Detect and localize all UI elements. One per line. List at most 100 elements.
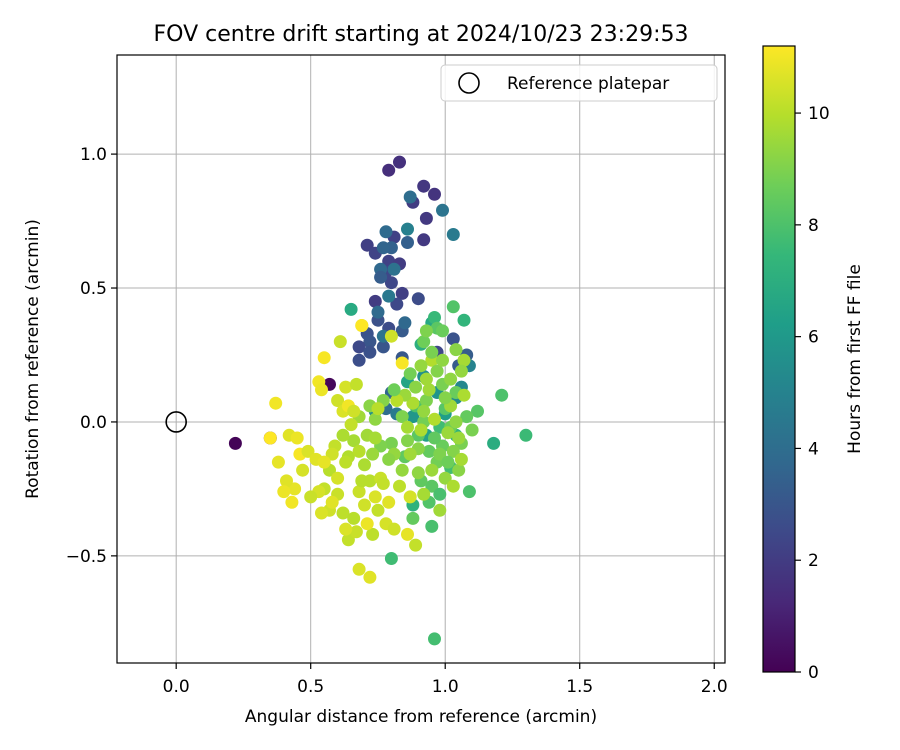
scatter-point <box>462 485 476 499</box>
colorbar-tick-label: 0 <box>808 663 819 683</box>
scatter-point <box>425 463 439 477</box>
colorbar-tick-label: 8 <box>808 216 819 236</box>
scatter-point <box>465 423 479 437</box>
scatter-point <box>428 187 441 201</box>
scatter-point <box>406 410 420 424</box>
scatter-point <box>349 525 363 539</box>
scatter-point <box>401 236 414 249</box>
scatter-point <box>430 364 444 378</box>
scatter-point <box>352 562 366 576</box>
scatter-point <box>360 517 374 531</box>
scatter-point <box>401 222 414 236</box>
scatter-point <box>368 412 382 426</box>
legend: Reference platepar <box>440 64 718 102</box>
scatter-point <box>441 426 455 440</box>
scatter-point <box>376 241 390 255</box>
scatter-point <box>368 431 382 445</box>
scatter-point <box>352 340 366 354</box>
scatter-point <box>355 474 369 488</box>
scatter-point <box>382 452 396 466</box>
scatter-point <box>387 522 401 536</box>
scatter-point <box>384 552 398 565</box>
colorbar <box>762 45 796 673</box>
legend-box <box>440 64 718 102</box>
scatter-point <box>344 418 358 432</box>
scatter-point <box>269 396 283 410</box>
scatter-point <box>428 632 441 646</box>
chart-title: FOV centre drift starting at 2024/10/23 … <box>154 22 689 47</box>
scatter-point <box>358 458 371 472</box>
scatter-point <box>393 479 406 493</box>
scatter-point <box>454 364 468 378</box>
legend-label: Reference platepar <box>507 74 669 94</box>
scatter-point <box>433 487 447 501</box>
scatter-point <box>390 394 404 407</box>
scatter-point <box>358 498 371 512</box>
x-axis-label: Angular distance from reference (arcmin) <box>245 707 597 727</box>
scatter-point <box>419 394 433 407</box>
scatter-point <box>425 479 439 493</box>
y-axis-ticks: 1.0 0.5 0.0 −0.5 <box>66 145 117 567</box>
scatter-point <box>371 305 385 319</box>
scatter-point <box>419 211 433 225</box>
scatter-point <box>411 466 425 480</box>
scatter-point <box>271 455 285 469</box>
y-tick-label: 1.0 <box>80 145 107 165</box>
scatter-point <box>280 474 293 488</box>
scatter-point <box>363 570 377 584</box>
scatter-point <box>263 431 277 445</box>
scatter-point <box>417 404 431 418</box>
scatter-point <box>406 396 420 410</box>
x-tick-label: 1.5 <box>566 677 593 697</box>
scatter-point <box>363 335 377 349</box>
x-axis-ticks: 0.0 0.5 1.0 1.5 2.0 <box>163 663 728 697</box>
scatter-point <box>376 340 390 354</box>
scatter-point <box>452 431 466 445</box>
scatter-point <box>384 276 398 290</box>
colorbar-tick-label: 2 <box>808 551 819 571</box>
scatter-point <box>352 485 366 499</box>
scatter-point <box>304 490 318 504</box>
scatter-point <box>417 335 431 349</box>
scatter-point <box>371 402 385 416</box>
x-tick-label: 0.5 <box>297 677 324 697</box>
scatter-point <box>401 420 414 434</box>
scatter-point <box>417 179 431 193</box>
scatter-point <box>376 477 390 490</box>
scatter-point <box>317 351 331 365</box>
scatter-point <box>495 388 509 402</box>
scatter-point <box>460 410 474 424</box>
scatter-point <box>395 463 409 477</box>
x-tick-label: 1.0 <box>432 677 459 697</box>
scatter-point <box>339 522 353 536</box>
scatter-point <box>366 527 380 541</box>
scatter-point <box>487 436 501 450</box>
y-axis-label: Rotation from reference (arcmin) <box>23 219 43 499</box>
scatter-point <box>519 428 533 442</box>
scatter-points <box>228 155 533 646</box>
scatter-point <box>288 482 302 496</box>
scatter-point <box>290 431 304 445</box>
scatter-point <box>428 431 441 445</box>
scatter-point <box>422 383 436 397</box>
scatter-point <box>352 444 366 458</box>
colorbar-tick-label: 10 <box>808 104 830 124</box>
colorbar-label: Hours from first FF file <box>845 264 865 454</box>
scatter-point <box>419 324 433 338</box>
scatter-point <box>317 455 331 469</box>
scatter-point <box>449 415 463 429</box>
x-tick-label: 0.0 <box>163 677 190 697</box>
scatter-point <box>403 367 417 381</box>
colorbar-ticks: 0 2 4 6 8 10 <box>795 104 830 683</box>
scatter-point <box>363 345 377 359</box>
scatter-point <box>433 503 447 517</box>
scatter-point <box>315 506 328 520</box>
scatter-point <box>384 329 398 343</box>
scatter-point <box>438 471 452 485</box>
scatter-point <box>333 335 347 349</box>
scatter-point <box>398 316 412 330</box>
scatter-point <box>446 479 460 493</box>
scatter-point <box>452 463 466 477</box>
scatter-point <box>382 163 396 177</box>
scatter-point <box>301 444 315 458</box>
